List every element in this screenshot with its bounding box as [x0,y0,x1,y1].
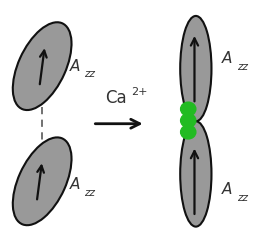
Circle shape [181,102,196,116]
Text: Ca: Ca [105,89,126,107]
Ellipse shape [13,22,72,110]
Text: zz: zz [84,69,95,79]
Text: A: A [69,59,80,74]
Circle shape [181,114,196,127]
Text: A: A [222,51,232,66]
Text: zz: zz [237,62,248,72]
Text: A: A [222,182,232,197]
Ellipse shape [180,121,212,227]
Text: 2+: 2+ [131,87,148,97]
Text: A: A [69,177,80,193]
Text: zz: zz [84,188,95,198]
Circle shape [181,125,196,139]
Ellipse shape [180,16,212,121]
Text: zz: zz [237,193,248,203]
Ellipse shape [13,137,72,225]
